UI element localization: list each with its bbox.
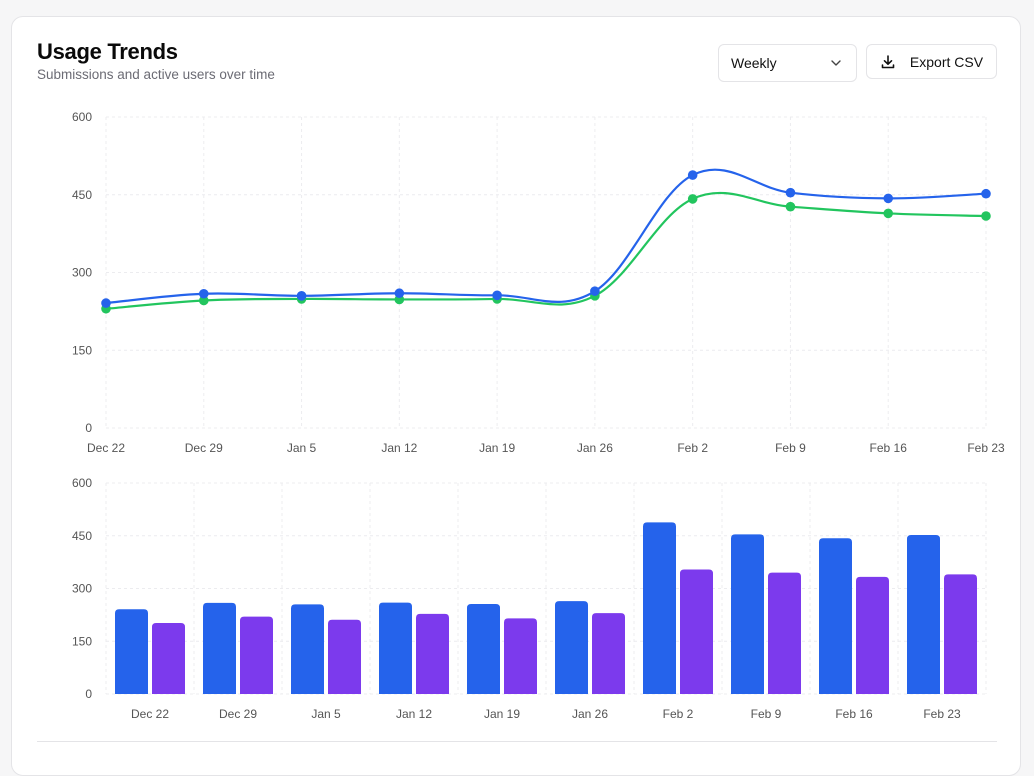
line-chart-x-tick: Feb 9 [775, 441, 806, 455]
bar-series-1 [467, 603, 500, 694]
bar-chart-x-tick: Jan 5 [311, 707, 341, 721]
line-chart-y-tick: 0 [85, 421, 92, 435]
line-chart-x-tick: Feb 23 [967, 441, 1005, 455]
line-chart-y-tick: 300 [72, 266, 92, 280]
line-point [785, 187, 796, 198]
line-chart-x-tick: Jan 12 [381, 441, 417, 455]
bar-chart-y-tick: 300 [72, 582, 92, 596]
bar-chart-x-tick: Feb 23 [923, 707, 961, 721]
line-point [981, 211, 991, 221]
line-point [981, 188, 991, 199]
line-point [883, 193, 894, 204]
line-chart-y-tick: 150 [72, 343, 92, 357]
usage-charts: 0 150 300 450 600 Dec 22 Dec 29 Jan 5 Jan 12 Jan … [72, 110, 1005, 721]
bar-series-1 [731, 534, 764, 694]
line-series-2 [105, 191, 987, 310]
bar-series-1 [555, 601, 588, 694]
line-chart-y-tick: 600 [72, 110, 92, 124]
bar-chart-x-tick: Jan 12 [396, 707, 432, 721]
line-point [785, 201, 796, 212]
line-chart-y-tick: 450 [72, 188, 92, 202]
bar-chart-x-tick: Feb 2 [663, 707, 694, 721]
bar-series-2 [592, 613, 625, 694]
line-chart-x-tick: Feb 16 [870, 441, 908, 455]
bar-chart-x-tick: Feb 9 [751, 707, 782, 721]
bar-series-2 [768, 572, 801, 694]
line-chart-x-tick: Dec 29 [185, 441, 223, 455]
line-point [687, 194, 698, 204]
bar-series-2 [416, 613, 449, 694]
bar-series-2 [152, 622, 185, 694]
bar-series-1 [203, 602, 236, 694]
export-csv-button[interactable]: Export CSV [866, 44, 997, 79]
bar-series-1 [115, 609, 148, 694]
card-title: Usage Trends [37, 39, 178, 64]
line-point [492, 290, 502, 301]
line-chart-x-tick: Feb 2 [677, 441, 708, 455]
bar-series-2 [240, 616, 273, 694]
bar-series-2 [328, 619, 361, 694]
line-point [883, 208, 894, 219]
bar-chart-y-tick: 600 [72, 476, 92, 490]
line-chart-x-tick: Jan 5 [287, 441, 317, 455]
bar-chart-y-tick: 450 [72, 529, 92, 543]
line-point [394, 288, 405, 299]
line-point [101, 298, 111, 308]
chevron-down-icon [830, 57, 842, 69]
line-point [296, 291, 307, 301]
line-series-1 [105, 168, 987, 305]
download-icon [880, 54, 896, 70]
card-subtitle: Submissions and active users over time [37, 67, 275, 82]
bar-series-2 [944, 574, 977, 694]
line-chart-x-tick: Jan 19 [479, 441, 515, 455]
bar-series-2 [680, 569, 713, 694]
footer-divider [37, 741, 997, 742]
bar-series-1 [379, 602, 412, 694]
bar-chart-x-tick: Dec 22 [131, 707, 169, 721]
period-select[interactable]: Weekly [718, 44, 857, 82]
bar-series-1 [291, 604, 324, 694]
line-point [590, 286, 600, 296]
bar-chart-y-tick: 150 [72, 634, 92, 648]
bar-series-1 [907, 535, 940, 694]
bar-chart-y-tick: 0 [85, 687, 92, 701]
bar-series-2 [504, 618, 537, 694]
bar-chart-x-tick: Jan 19 [484, 707, 520, 721]
period-select-value: Weekly [731, 55, 777, 71]
bar-series-2 [856, 576, 889, 694]
line-chart-x-tick: Jan 26 [577, 441, 613, 455]
bar-chart-x-tick: Dec 29 [219, 707, 257, 721]
export-csv-label: Export CSV [909, 53, 984, 70]
line-point [198, 295, 209, 306]
bar-chart-x-tick: Feb 16 [835, 707, 873, 721]
bar-series-1 [819, 538, 852, 694]
bar-chart-x-tick: Jan 26 [572, 707, 608, 721]
line-point [687, 170, 698, 180]
bar-series-1 [643, 522, 676, 694]
line-chart-x-tick: Dec 22 [87, 441, 125, 455]
line-point [198, 288, 209, 299]
